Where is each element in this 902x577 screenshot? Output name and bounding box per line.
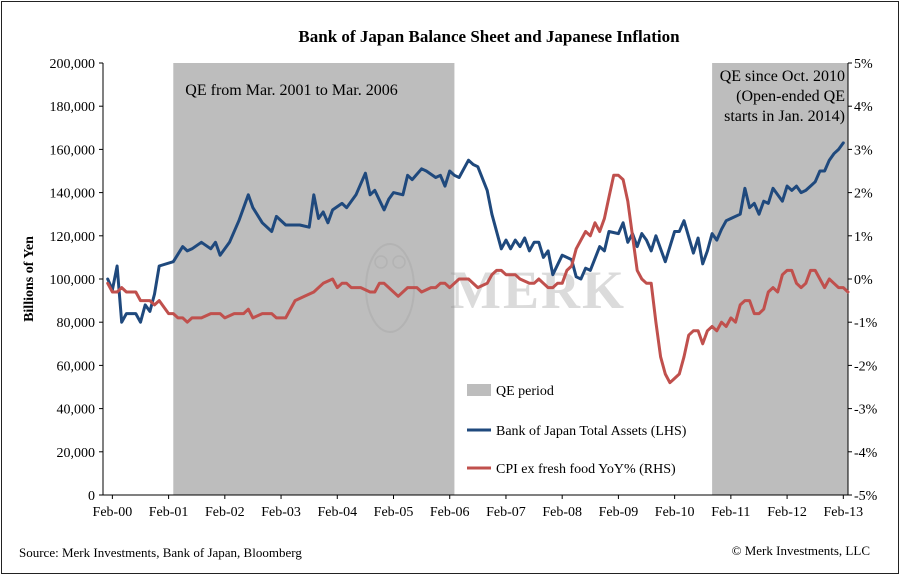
qe-period-2-label-line: (Open-ended QE bbox=[736, 88, 845, 105]
y-right-tick-label: -2% bbox=[854, 359, 878, 374]
y-right-tick-label: 0% bbox=[854, 273, 873, 288]
chart-title: Bank of Japan Balance Sheet and Japanese… bbox=[298, 27, 680, 46]
owl-eye-right-icon bbox=[392, 255, 406, 269]
x-tick-label: Feb-08 bbox=[542, 505, 582, 520]
qe-period-1-label: QE from Mar. 2001 to Mar. 2006 bbox=[185, 82, 397, 99]
qe-period-2-label-line: starts in Jan. 2014) bbox=[724, 108, 845, 125]
y-right-tick-label: -1% bbox=[854, 316, 878, 331]
x-tick-label: Feb-11 bbox=[711, 505, 750, 520]
chart-tick-labels: 0 20,000 40,000 60,000 80,000 100,000 120,000 1… bbox=[50, 57, 878, 520]
y-left-tick-label: 40,000 bbox=[57, 403, 96, 418]
qe-shaded-regions bbox=[173, 63, 848, 495]
watermark-text: MERK bbox=[450, 260, 626, 320]
y-right-tick-label: 2% bbox=[854, 187, 873, 202]
x-tick-label: Feb-04 bbox=[317, 505, 357, 520]
y-axis-left-label: Billions of Yen bbox=[22, 236, 37, 322]
y-left-tick-label: 20,000 bbox=[57, 446, 96, 461]
y-left-tick-label: 0 bbox=[88, 489, 95, 504]
y-right-tick-label: 1% bbox=[854, 230, 873, 245]
copyright-note: © Merk Investments, LLC bbox=[732, 543, 870, 558]
y-left-tick-label: 160,000 bbox=[50, 143, 96, 158]
owl-eye-left-icon bbox=[374, 255, 388, 269]
y-left-tick-label: 120,000 bbox=[50, 230, 96, 245]
y-left-tick-label: 180,000 bbox=[50, 100, 96, 115]
x-tick-label: Feb-09 bbox=[599, 505, 639, 520]
qe-period-band-1 bbox=[173, 63, 455, 495]
y-left-tick-label: 80,000 bbox=[57, 316, 96, 331]
cpi-yoy-line bbox=[106, 173, 850, 385]
chart-axes bbox=[99, 62, 852, 499]
chart-series bbox=[106, 141, 850, 385]
legend-label: Bank of Japan Total Assets (LHS) bbox=[496, 424, 687, 439]
x-tick-label: Feb-10 bbox=[655, 505, 695, 520]
legend-label: QE period bbox=[496, 384, 554, 399]
y-right-tick-label: 3% bbox=[854, 143, 873, 158]
y-right-tick-label: -3% bbox=[854, 403, 878, 418]
x-tick-label: Feb-05 bbox=[374, 505, 414, 520]
y-left-tick-label: 140,000 bbox=[50, 187, 96, 202]
x-tick-label: Feb-13 bbox=[823, 505, 863, 520]
x-tick-label: Feb-02 bbox=[205, 505, 245, 520]
legend-qe-swatch bbox=[467, 384, 491, 396]
y-right-tick-label: -4% bbox=[854, 446, 878, 461]
y-right-tick-label: -5% bbox=[854, 489, 878, 504]
y-left-tick-label: 200,000 bbox=[50, 57, 96, 72]
qe-period-2-label-line: QE since Oct. 2010 bbox=[720, 68, 845, 85]
y-left-tick-label: 100,000 bbox=[50, 273, 96, 288]
boj-total-assets-line bbox=[106, 141, 845, 324]
y-right-tick-label: 4% bbox=[854, 100, 873, 115]
x-tick-label: Feb-07 bbox=[486, 505, 526, 520]
y-right-tick-label: 5% bbox=[854, 57, 873, 72]
x-tick-label: Feb-12 bbox=[767, 505, 807, 520]
x-tick-label: Feb-06 bbox=[430, 505, 470, 520]
merk-watermark: MERK bbox=[365, 243, 626, 333]
x-tick-label: Feb-01 bbox=[149, 505, 189, 520]
x-tick-label: Feb-00 bbox=[93, 505, 133, 520]
x-tick-label: Feb-03 bbox=[261, 505, 301, 520]
legend-label: CPI ex fresh food YoY% (RHS) bbox=[496, 462, 676, 477]
source-note: Source: Merk Investments, Bank of Japan,… bbox=[19, 545, 302, 560]
qe-annotations: QE from Mar. 2001 to Mar. 2006 QE since O… bbox=[185, 68, 845, 125]
y-left-tick-label: 60,000 bbox=[57, 359, 96, 374]
chart-legend: QE period Bank of Japan Total Assets (LHS… bbox=[467, 384, 687, 477]
